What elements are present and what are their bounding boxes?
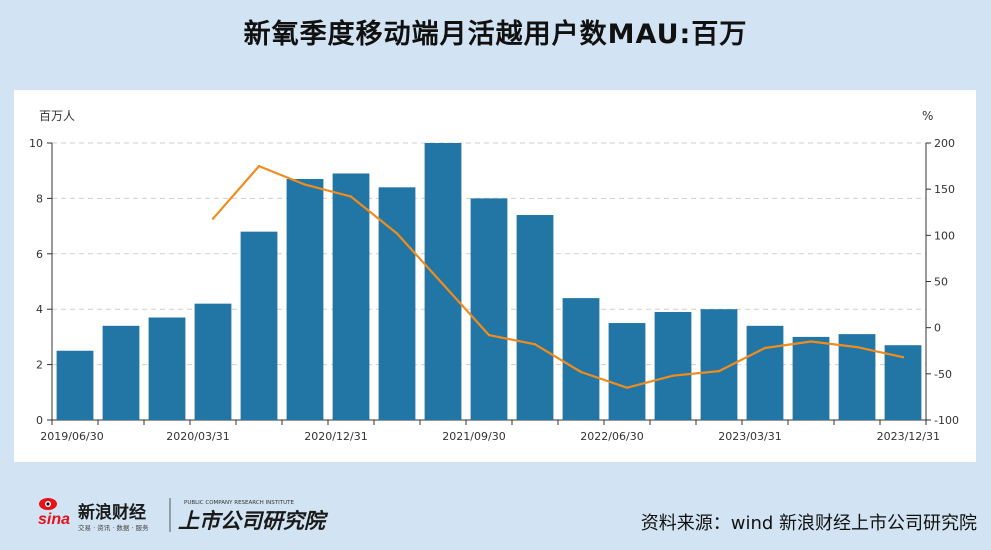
growth-rate-point: [855, 345, 859, 349]
growth-rate-point: [763, 346, 767, 350]
sina-finance-logo: sina 新浪财经 交易 · 资讯 · 数据 · 服务 PUBLIC COMPA…: [36, 494, 356, 534]
left-tick-label: 2: [36, 359, 43, 372]
growth-rate-point: [901, 356, 905, 359]
combo-chart: 0 2 4 6 8 10 -100 -50 0 50 100 150 200 百万人 % 2019/06/30…: [29, 109, 959, 443]
growth-rate-point: [671, 374, 675, 377]
bar: [654, 311, 692, 420]
bar: [516, 215, 554, 420]
growth-rate-line: [212, 165, 904, 389]
growth-rate-point: [809, 340, 813, 343]
right-tick-label: -100: [934, 414, 959, 427]
chart-title: 新氧季度移动端月活越用户数MAU:百万: [243, 19, 748, 50]
x-tick-label: 2020/03/31: [166, 430, 229, 443]
growth-rate-point: [579, 370, 583, 374]
bar: [792, 336, 830, 420]
institute-en-name: PUBLIC COMPANY RESEARCH INSTITUTE: [184, 500, 295, 506]
bar: [240, 231, 278, 420]
bar: [378, 187, 416, 420]
growth-rate-point: [211, 217, 215, 220]
left-axis-unit: 百万人: [39, 109, 75, 123]
bar: [194, 303, 232, 420]
x-tick-label: 2023/03/31: [718, 430, 781, 443]
bar: [562, 298, 600, 420]
bar: [470, 198, 508, 420]
right-tick-label: 200: [934, 137, 955, 150]
growth-rate-point: [625, 386, 629, 389]
bar: [608, 323, 646, 420]
chart-panel: 0 2 4 6 8 10 -100 -50 0 50 100 150 200 百万人% 2019/06/30…: [14, 90, 976, 462]
x-tick-label: 2020/12/31: [304, 430, 367, 443]
institute-name: 上市公司研究院: [178, 509, 329, 533]
bar: [424, 143, 462, 420]
growth-rate-point: [303, 183, 307, 186]
left-tick-label: 10: [29, 137, 43, 150]
bar: [332, 173, 370, 420]
bar: [148, 317, 186, 420]
left-tick-label: 4: [36, 303, 43, 316]
right-tick-label: 0: [934, 322, 941, 335]
bar: [746, 325, 784, 420]
left-tick-label: 6: [36, 248, 43, 261]
right-tick-label: -50: [934, 368, 952, 381]
growth-rate-point: [395, 232, 399, 235]
x-tick-label: 2019/06/30: [40, 430, 103, 443]
growth-rate-point: [717, 369, 721, 373]
sina-wordmark: sina: [38, 511, 70, 528]
x-tick-label: 2022/06/30: [580, 430, 643, 443]
growth-rate-point: [257, 164, 261, 168]
bar: [838, 334, 876, 420]
sina-finance-tagline: 交易 · 资讯 · 数据 · 服务: [78, 523, 149, 532]
growth-rate-point: [441, 283, 445, 286]
growth-rate-point: [487, 333, 491, 337]
right-axis-unit: %: [922, 109, 933, 123]
bar: [56, 350, 94, 420]
growth-rate-point: [533, 343, 537, 346]
right-tick-label: 150: [934, 183, 955, 196]
x-tick-label: 2021/09/30: [442, 430, 505, 443]
growth-rate-point: [349, 195, 353, 198]
right-tick-label: 100: [934, 229, 955, 242]
bar: [102, 325, 140, 420]
left-tick-label: 0: [36, 414, 43, 427]
left-tick-label: 8: [36, 192, 43, 205]
x-tick-label: 2023/12/31: [877, 430, 940, 443]
sina-finance-name: 新浪财经: [78, 502, 146, 523]
right-tick-label: 50: [934, 276, 948, 289]
source-note: 资料来源：wind 新浪财经上市公司研究院: [640, 513, 977, 534]
bar: [286, 179, 324, 420]
